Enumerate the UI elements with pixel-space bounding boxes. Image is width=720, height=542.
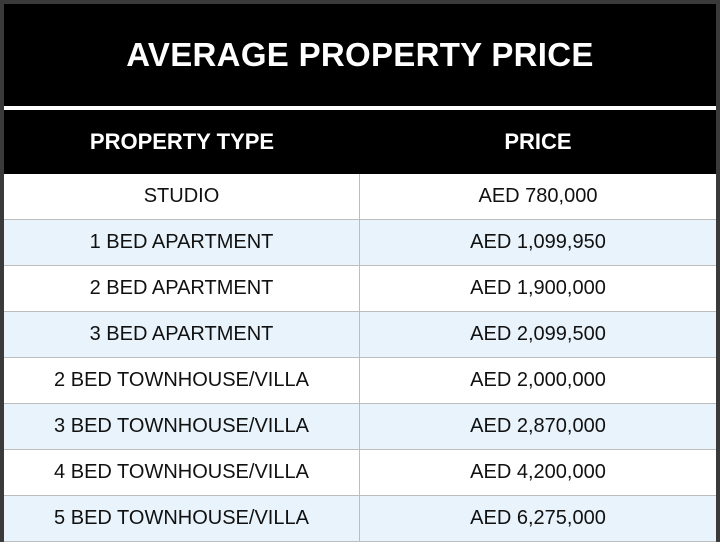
table-row: 4 BED TOWNHOUSE/VILLA AED 4,200,000 — [4, 450, 716, 496]
table-row: 1 BED APARTMENT AED 1,099,950 — [4, 220, 716, 266]
title-divider — [4, 106, 716, 110]
price-table-card: AVERAGE PROPERTY PRICE PROPERTY TYPE PRI… — [4, 4, 716, 542]
property-type-cell: 2 BED APARTMENT — [4, 266, 360, 311]
table-row: STUDIO AED 780,000 — [4, 174, 716, 220]
price-cell: AED 2,000,000 — [470, 369, 606, 391]
property-type-cell: 5 BED TOWNHOUSE/VILLA — [4, 496, 360, 541]
price-cell: AED 2,870,000 — [470, 415, 606, 437]
price-cell: AED 4,200,000 — [470, 461, 606, 483]
price-cell: AED 1,099,950 — [470, 231, 606, 253]
table-row: 2 BED TOWNHOUSE/VILLA AED 2,000,000 — [4, 358, 716, 404]
table-row: 3 BED APARTMENT AED 2,099,500 — [4, 312, 716, 358]
column-header-property-type: PROPERTY TYPE — [89, 129, 275, 154]
price-cell: AED 2,099,500 — [470, 323, 606, 345]
table-row: 5 BED TOWNHOUSE/VILLA AED 6,275,000 — [4, 496, 716, 542]
price-cell: AED 1,900,000 — [470, 277, 606, 299]
property-type-cell: 1 BED APARTMENT — [4, 220, 360, 265]
price-cell: AED 780,000 — [478, 185, 598, 207]
property-type-cell: 3 BED TOWNHOUSE/VILLA — [4, 404, 360, 449]
property-type-cell: 4 BED TOWNHOUSE/VILLA — [4, 450, 360, 495]
table-body: STUDIO AED 780,000 1 BED APARTMENT AED 1,09… — [4, 174, 716, 542]
property-type-cell: 3 BED APARTMENT — [4, 312, 360, 357]
table-row: 3 BED TOWNHOUSE/VILLA AED 2,870,000 — [4, 404, 716, 450]
property-type-cell: 2 BED TOWNHOUSE/VILLA — [4, 358, 360, 403]
price-cell: AED 6,275,000 — [470, 507, 606, 529]
table-row: 2 BED APARTMENT AED 1,900,000 — [4, 266, 716, 312]
table-title: AVERAGE PROPERTY PRICE — [126, 36, 594, 73]
property-type-cell: STUDIO — [4, 174, 360, 219]
table-header: PROPERTY TYPE PRICE — [4, 110, 716, 174]
column-header-price: PRICE — [504, 129, 572, 154]
